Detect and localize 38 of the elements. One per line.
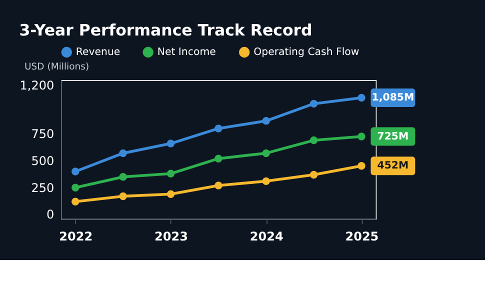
point [262, 117, 270, 125]
point [262, 177, 270, 186]
point [214, 124, 222, 132]
point [166, 170, 175, 178]
point [72, 168, 80, 176]
point [119, 192, 127, 200]
y-tick-label: 500 [31, 154, 54, 168]
x-tick-label: 2025 [345, 230, 379, 244]
point [310, 100, 318, 108]
point [166, 140, 175, 148]
data-label: 1,085M [372, 92, 414, 104]
legend-label: Net Income [157, 47, 216, 58]
point [119, 149, 127, 158]
legend-label: Operating Cash Flow [254, 47, 360, 58]
point [72, 184, 80, 192]
point [310, 170, 318, 179]
point [214, 154, 222, 162]
legend-label: Revenue [76, 47, 120, 58]
x-tick-label: 2023 [154, 230, 188, 244]
point [358, 94, 366, 102]
chart-title: 3-Year Performance Track Record [19, 20, 312, 40]
point [310, 136, 318, 144]
point [214, 182, 222, 190]
y-tick-label: 1,200 [20, 78, 54, 93]
point [262, 149, 270, 158]
data-label: 452M [377, 160, 409, 172]
data-label: 725M [377, 131, 409, 142]
point [72, 198, 80, 206]
x-tick-label: 2024 [250, 230, 284, 244]
x-tick-label: 2022 [59, 230, 93, 244]
point [358, 132, 366, 140]
y-tick-label: 250 [31, 180, 54, 195]
y-tick-label: 0 [46, 208, 54, 222]
point [119, 173, 127, 181]
point [358, 162, 366, 170]
y-tick-label: 750 [31, 126, 54, 141]
y-axis-title: USD (Millions) [24, 61, 90, 72]
point [166, 190, 175, 198]
